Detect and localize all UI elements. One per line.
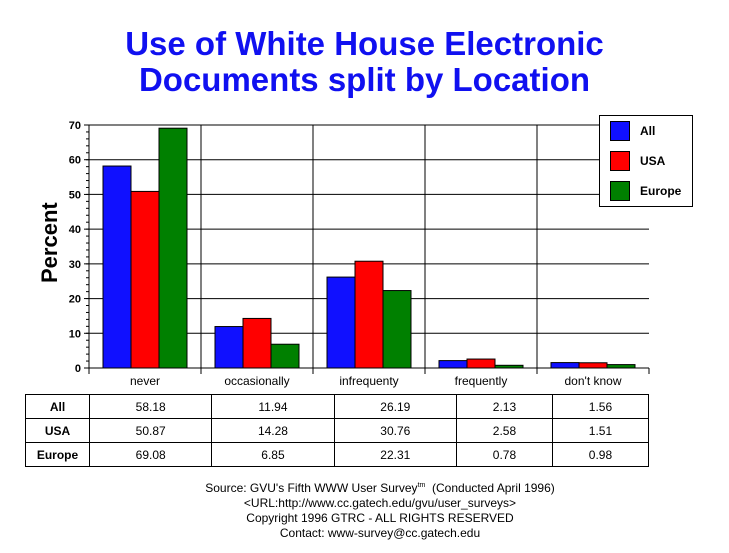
legend-label-all: All xyxy=(640,124,656,138)
y-tick-label: 60 xyxy=(69,155,81,167)
bar-usa xyxy=(466,358,496,369)
row-header: Europe xyxy=(25,442,90,467)
table-cell: 22.31 xyxy=(333,442,457,467)
category-label: infrequenty xyxy=(339,374,399,388)
table-cell: 2.13 xyxy=(455,394,553,419)
bar-europe xyxy=(270,343,300,369)
row-header: All xyxy=(49,399,66,414)
bar-usa xyxy=(578,362,608,369)
table-cell: 1.56 xyxy=(551,394,649,419)
copyright-line: Copyright 1996 GTRC - ALL RIGHTS RESERVE… xyxy=(246,511,514,525)
legend-label-europe: Europe xyxy=(640,184,682,198)
chart-title-line-1: Use of White House Electronic xyxy=(125,25,604,62)
table-cell: 69.08 xyxy=(88,442,212,467)
legend-item-usa: USA xyxy=(610,151,665,171)
legend-label-usa: USA xyxy=(640,154,666,168)
table-cell: 50.87 xyxy=(88,418,212,443)
bar-usa xyxy=(354,260,384,369)
chart-title-line-2: Documents split by Location xyxy=(138,61,591,98)
category-label: never xyxy=(129,374,161,388)
y-tick-label: 10 xyxy=(69,328,81,340)
table-cell: 11.94 xyxy=(211,394,335,419)
source-line: Source: GVU's Fifth WWW User Surveytm (C… xyxy=(0,478,729,496)
table-row: All 58.18 11.94 26.19 2.13 1.56 xyxy=(26,394,649,419)
table-row: Europe 69.08 6.85 22.31 0.78 0.98 xyxy=(25,442,649,467)
y-tick-label: 0 xyxy=(75,363,81,375)
bar-europe xyxy=(382,290,412,369)
category-label: occasionally xyxy=(224,374,290,388)
table-cell: 58.18 xyxy=(88,394,212,419)
bar-usa xyxy=(130,190,160,369)
bar-all xyxy=(214,326,244,369)
table-cell: 26.19 xyxy=(333,394,457,419)
bar-all xyxy=(326,276,356,369)
table-row: USA 50.87 14.28 30.76 2.58 1.51 xyxy=(25,418,649,443)
y-tick-label: 70 xyxy=(69,120,81,132)
legend-swatch-all xyxy=(610,121,630,141)
contact-line: Contact: www-survey@cc.gatech.edu xyxy=(279,526,481,540)
legend-swatch-europe xyxy=(610,181,630,201)
category-label: frequently xyxy=(454,374,508,388)
bar-all xyxy=(102,165,132,369)
legend-item-all: All xyxy=(610,121,655,141)
x-axis-category-labels: never occasionally infrequenty frequentl… xyxy=(89,374,649,388)
data-table: All 58.18 11.94 26.19 2.13 1.56 USA 50.8… xyxy=(25,394,649,467)
y-tick-label: 20 xyxy=(69,294,81,306)
y-tick-label: 40 xyxy=(69,224,81,236)
table-cell: 0.98 xyxy=(551,442,649,467)
footer: Source: GVU's Fifth WWW User Surveytm (C… xyxy=(0,478,729,541)
chart-title: Use of White House Electronic Documents … xyxy=(0,26,729,98)
table-cell: 0.78 xyxy=(455,442,553,467)
bar-europe xyxy=(606,364,636,369)
y-tick-label: 50 xyxy=(69,189,81,201)
bar-all xyxy=(550,362,580,369)
legend: All USA Europe xyxy=(599,115,693,207)
bar-europe xyxy=(158,127,188,369)
table-cell: 1.51 xyxy=(551,418,649,443)
y-tick-label: 30 xyxy=(69,259,81,271)
table-cell: 6.85 xyxy=(211,442,335,467)
bar-all xyxy=(438,360,468,369)
category-label: don't know xyxy=(564,374,622,388)
url-line: <URL:http://www.cc.gatech.edu/gvu/user_s… xyxy=(243,496,517,510)
trademark: tm xyxy=(417,482,426,489)
table-cell: 14.28 xyxy=(211,418,335,443)
table-cell: 2.58 xyxy=(455,418,553,443)
bar-usa xyxy=(242,317,272,369)
table-cell: 30.76 xyxy=(333,418,457,443)
row-header: USA xyxy=(25,418,90,443)
legend-swatch-usa xyxy=(610,151,630,171)
legend-item-europe: Europe xyxy=(610,181,681,201)
conducted-text: (Conducted April 1996) xyxy=(425,481,555,495)
source-text: Source: GVU's Fifth WWW User Survey xyxy=(205,481,418,495)
